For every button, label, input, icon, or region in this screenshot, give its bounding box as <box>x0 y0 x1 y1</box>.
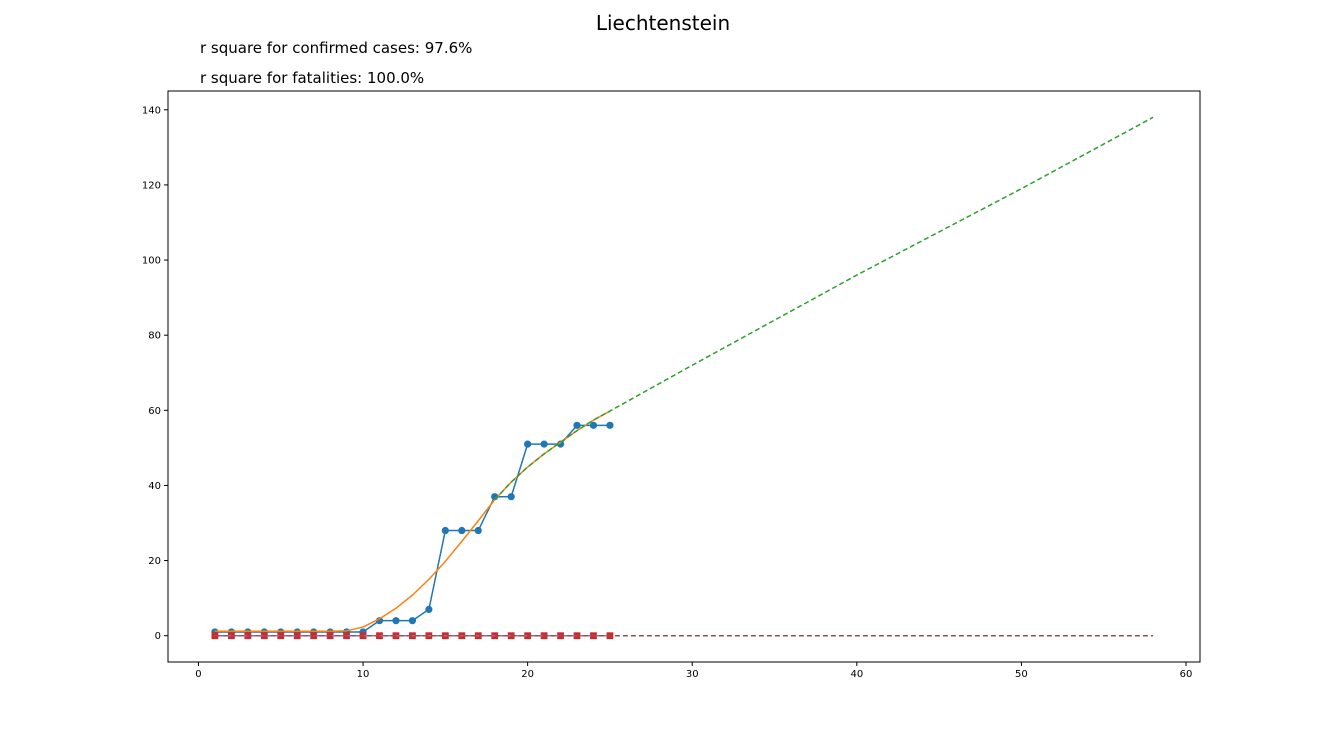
data-point-confirmed-actual <box>606 421 614 429</box>
y-tick-label: 80 <box>148 331 161 342</box>
y-tick-label: 20 <box>148 556 161 567</box>
series-line-confirmed-projection <box>494 116 1154 501</box>
x-tick-label: 20 <box>521 669 534 680</box>
plot-area: 0 10 20 30 40 50 60 0 20 40 60 80 100 120 140 <box>142 90 1201 680</box>
data-point-confirmed-actual <box>589 421 598 429</box>
x-tick-label: 50 <box>1015 669 1028 680</box>
data-point-confirmed-actual <box>425 605 433 614</box>
y-tick-label: 120 <box>142 180 161 191</box>
data-point-fatalities-actual <box>211 632 219 640</box>
x-tick-label: 10 <box>357 669 370 680</box>
data-point-confirmed-actual <box>507 493 515 501</box>
x-tick-label: 40 <box>850 669 863 680</box>
axes-frame <box>167 90 1201 663</box>
x-tick-label: 30 <box>686 669 699 680</box>
r-square-fatalities-annotation: r square for fatalities: 100.0% <box>200 69 424 87</box>
r-square-confirmed-annotation: r square for confirmed cases: 97.6% <box>200 39 472 57</box>
y-tick-label: 40 <box>148 481 161 492</box>
series-line-confirmed-actual <box>214 424 610 633</box>
y-tick-label: 0 <box>155 631 161 642</box>
chart-title: Liechtenstein <box>596 11 730 35</box>
x-tick-label: 60 <box>1180 669 1193 680</box>
data-point-confirmed-actual <box>540 440 548 448</box>
data-point-confirmed-actual <box>392 617 400 625</box>
y-tick-label: 140 <box>142 105 161 116</box>
data-point-confirmed-actual <box>474 526 482 535</box>
y-tick-label: 100 <box>142 256 161 267</box>
data-point-confirmed-actual <box>408 617 417 625</box>
data-point-confirmed-actual <box>556 440 565 448</box>
data-point-confirmed-actual <box>458 526 466 535</box>
data-point-confirmed-actual <box>524 440 532 448</box>
y-tick-label: 60 <box>148 406 161 417</box>
x-tick-label: 0 <box>195 669 201 680</box>
data-point-confirmed-actual <box>441 526 449 535</box>
data-point-confirmed-actual <box>573 421 581 429</box>
